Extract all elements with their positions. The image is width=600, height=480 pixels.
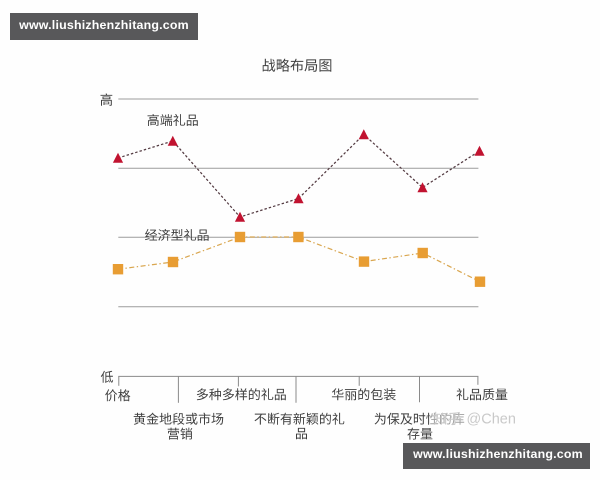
svg-text:@Chen: @Chen xyxy=(467,412,516,428)
